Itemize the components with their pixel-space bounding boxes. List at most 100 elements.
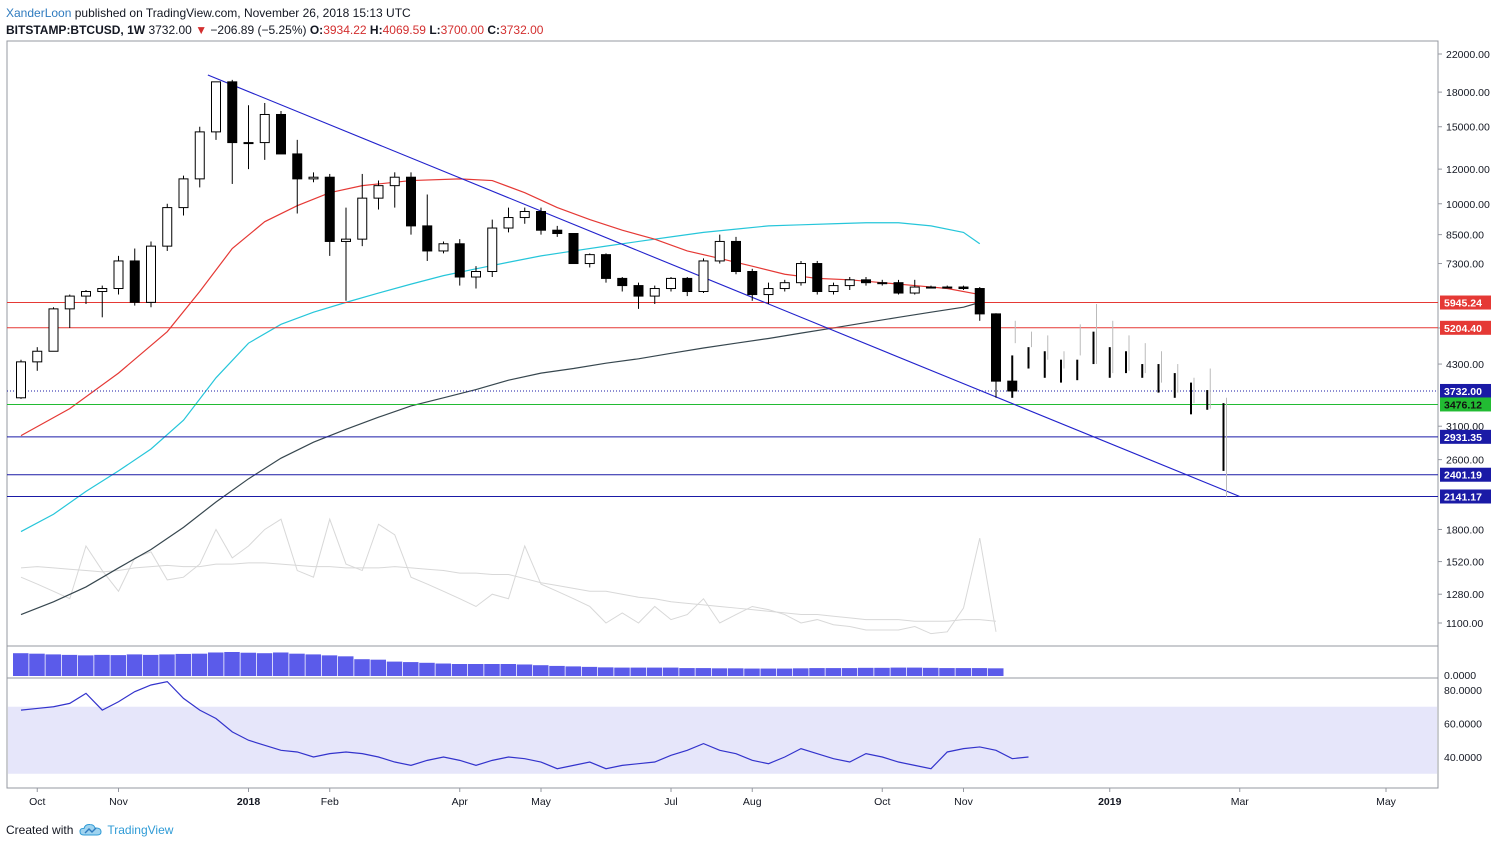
candle-body: [584, 254, 595, 265]
candle-body: [779, 282, 790, 290]
candle-body: [519, 211, 530, 219]
volume-bar: [744, 668, 760, 676]
volume-bar: [955, 668, 971, 676]
rsi-tick-label: 40.0000: [1444, 752, 1482, 764]
symbol-label[interactable]: BITSTAMP:BTCUSD, 1W: [6, 23, 146, 37]
price-tick-label: 1280.00: [1446, 589, 1484, 601]
volume-pane: [13, 652, 1004, 676]
volume-bar: [598, 667, 614, 676]
volume-bar: [516, 664, 533, 676]
close-value: 3732.00: [500, 23, 544, 37]
horizontal-levels[interactable]: [7, 302, 1438, 497]
candle-body: [454, 243, 465, 278]
time-tick-label: Mar: [1231, 796, 1250, 808]
volume-bar: [858, 667, 874, 676]
price-tick-label: 4300.00: [1446, 359, 1484, 371]
candle-body: [308, 176, 319, 180]
volume-bar: [533, 665, 549, 676]
rsi-line: [20, 680, 1029, 770]
price-badge-label: 2931.35: [1444, 432, 1482, 444]
candle-body: [503, 217, 514, 229]
candle-body: [129, 260, 140, 303]
volume-bar: [663, 667, 679, 676]
price-badge-label: 3732.00: [1444, 386, 1482, 398]
rsi-band: [8, 706, 1437, 774]
volume-bar: [175, 653, 191, 676]
low-label: L:: [429, 23, 441, 37]
price-tick-label: 1100.00: [1446, 618, 1483, 630]
candle-body: [633, 285, 644, 297]
rsi-tick-label: 60.0000: [1444, 719, 1482, 731]
time-tick-label: 2019: [1098, 796, 1122, 808]
ohlc-legend: BITSTAMP:BTCUSD, 1W 3732.00 ▼ −206.89 (−…: [6, 22, 543, 39]
candle-body: [373, 185, 384, 199]
candle-body: [666, 277, 676, 290]
volume-bar: [354, 659, 370, 676]
volume-bar: [13, 653, 29, 676]
volume-bar: [370, 659, 386, 676]
price-badge-label: 2141.17: [1444, 491, 1482, 503]
volume-bar: [94, 654, 110, 676]
candle-body: [211, 81, 221, 133]
time-tick-label: Jul: [664, 796, 677, 808]
volume-bar: [191, 653, 208, 676]
time-tick-label: Oct: [29, 796, 45, 808]
volume-bar: [776, 668, 793, 676]
candle-body: [487, 227, 498, 273]
candle-body: [341, 238, 351, 242]
tradingview-logo[interactable]: TradingView: [79, 823, 173, 837]
ma-dark-line: [20, 301, 980, 616]
created-with-label: Created with: [6, 823, 74, 837]
volume-bar: [126, 654, 143, 676]
price-badge: [1440, 383, 1491, 398]
volume-bar: [468, 664, 484, 676]
gray-line-a: [20, 517, 997, 635]
candle-body: [747, 271, 758, 296]
trendline[interactable]: [207, 74, 1240, 498]
candle-body: [763, 288, 774, 296]
volume-bar: [988, 668, 1004, 676]
price-tick-label: 18000.00: [1446, 87, 1490, 99]
volume-bar: [305, 654, 321, 676]
candle-body: [731, 240, 741, 273]
candle-body: [812, 263, 823, 293]
chart-border: [6, 40, 1439, 789]
candle-body: [243, 142, 254, 145]
candle-body: [178, 178, 189, 209]
volume-bar: [581, 666, 598, 676]
close-label: C:: [487, 23, 501, 37]
volume-bar: [614, 667, 630, 676]
candle-body: [406, 176, 416, 227]
time-tick-label: Nov: [954, 796, 973, 808]
candle-body: [877, 282, 888, 285]
price-tick-label: 1520.00: [1446, 557, 1484, 569]
price-tick-label: 8500.00: [1446, 230, 1484, 242]
volume-bar: [110, 655, 126, 676]
volume-bar: [338, 656, 354, 676]
candle-body: [552, 229, 563, 235]
candles[interactable]: [16, 79, 1018, 399]
candle-body: [974, 288, 985, 315]
candle-body: [1007, 380, 1018, 392]
down-arrow-icon: ▼: [195, 23, 208, 37]
candle-body: [861, 279, 871, 284]
volume-bar: [45, 654, 61, 676]
axes: 0.0000 40.0000 60.0000 80.0000 1100.00 1280.0…: [29, 49, 1490, 808]
volume-bar: [711, 668, 728, 676]
candle-body: [113, 260, 124, 290]
time-tick-label: May: [531, 796, 552, 808]
candle-body: [926, 286, 936, 289]
candle-body: [714, 240, 725, 262]
candle-body: [292, 153, 303, 180]
high-value: 4069.59: [382, 23, 426, 37]
volume-bar: [809, 668, 825, 676]
volume-bar: [874, 667, 890, 676]
price-badge: [1440, 429, 1491, 444]
tradingview-brand: TradingView: [107, 823, 174, 837]
price-badge-label: 5204.40: [1444, 323, 1482, 335]
volume-bar: [630, 667, 646, 676]
volume-bar: [793, 668, 809, 676]
author-link[interactable]: XanderLoon: [6, 6, 72, 20]
candle-body: [942, 286, 953, 289]
